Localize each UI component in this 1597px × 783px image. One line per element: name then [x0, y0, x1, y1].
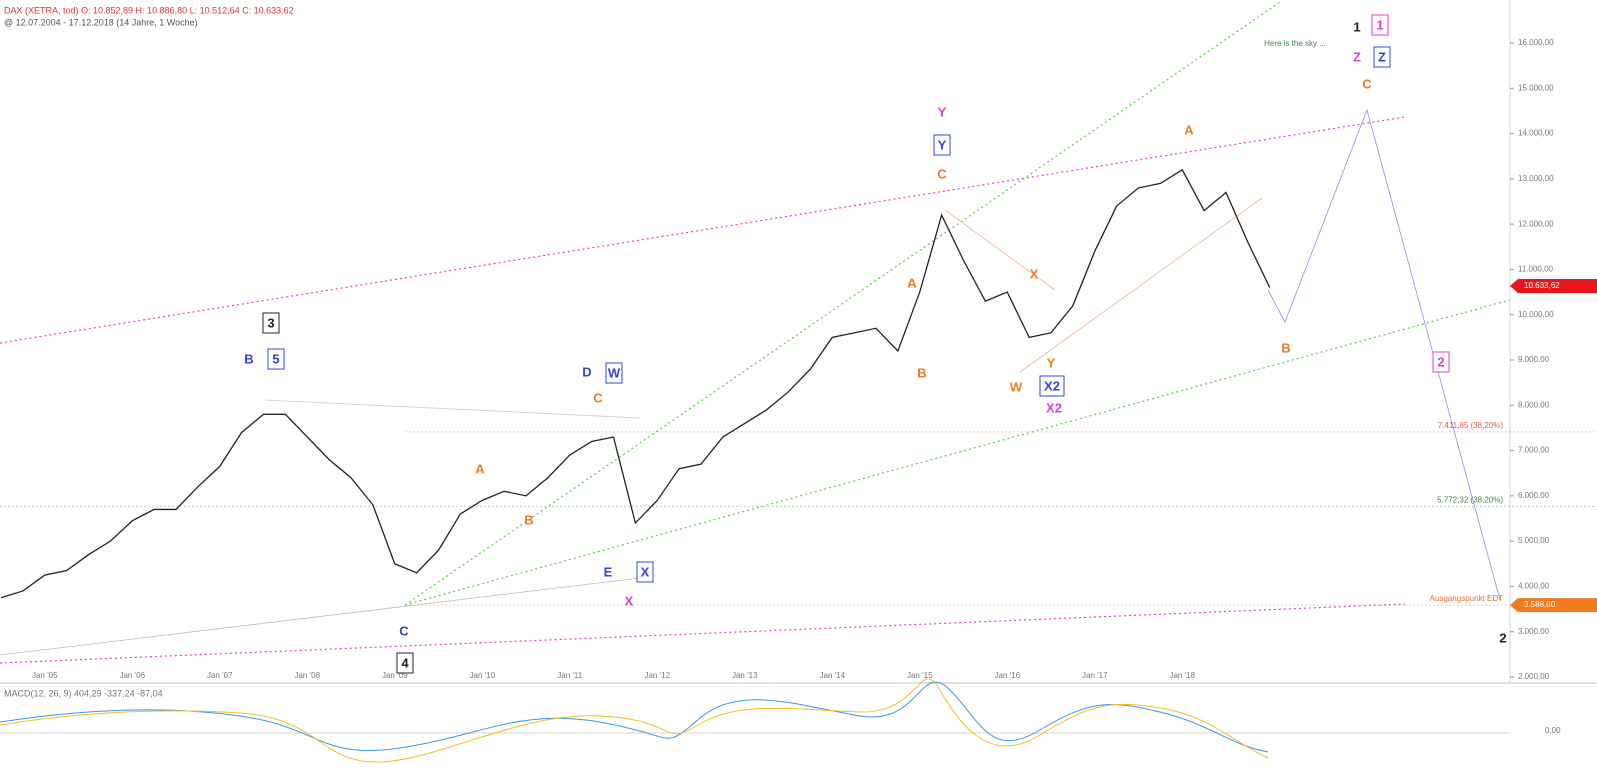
price-line	[0, 168, 1271, 599]
y-tick-label: 5.000,00	[1518, 536, 1550, 545]
wave-label: A	[1184, 122, 1194, 137]
x-tick-label: Jan '05	[32, 671, 58, 680]
wave-label: 1	[1376, 17, 1383, 32]
x-tick-label: Jan '17	[1082, 671, 1108, 680]
wave-label: B	[524, 512, 533, 527]
macd-signal	[0, 678, 1269, 763]
wave-label: X	[1030, 266, 1039, 281]
wave-label: 3	[267, 315, 274, 330]
y-tick-label: 12.000,00	[1518, 219, 1554, 228]
wave-label: X	[625, 593, 634, 608]
wave-label: 5	[272, 351, 279, 366]
wave-box	[605, 362, 623, 384]
level-label: 7.411,85 (38,20%)	[1438, 421, 1504, 430]
wave-box	[1373, 46, 1391, 68]
wave-box	[396, 652, 414, 674]
wave-label: 4	[401, 655, 409, 670]
wave-label: C	[399, 623, 409, 638]
level-label: Ausgangspunkt EDT	[1430, 594, 1503, 603]
macd	[0, 681, 1269, 753]
subheader: @ 12.07.2004 - 17.12.2018 (14 Jahre, 1 W…	[4, 17, 198, 27]
wave-label: X2	[1044, 378, 1060, 393]
x-tick-label: Jan '14	[819, 671, 845, 680]
wave-box	[636, 561, 654, 583]
y-tick-label: 14.000,00	[1518, 129, 1554, 138]
wave-label: A	[475, 461, 485, 476]
wave-label: Y	[938, 104, 947, 119]
macd-label: MACD(12, 26, 9) 404,29 -337,24 -87,04	[4, 688, 163, 698]
wave-box	[267, 348, 285, 370]
y-tick-label: 8.000,00	[1518, 400, 1550, 409]
wave-label: B	[244, 351, 253, 366]
wave-box	[933, 134, 951, 156]
level-label: 5.772,32 (38,20%)	[1437, 495, 1503, 504]
y-tick-label: 9.000,00	[1518, 355, 1550, 364]
wave-label: A	[907, 275, 917, 290]
wave-box	[1371, 14, 1389, 36]
header: DAX (XETRA, tod) O: 10.852,89 H: 10.886,…	[4, 5, 294, 15]
y-tick-label: 6.000,00	[1518, 491, 1550, 500]
wave-label: Z	[1353, 49, 1361, 64]
price-tag-label: 10.633,62	[1524, 281, 1560, 290]
wave-label: W	[608, 365, 621, 380]
wave-box	[1039, 375, 1065, 397]
y-tick-label: 3.000,00	[1518, 627, 1550, 636]
wave-label: X2	[1046, 400, 1062, 415]
x-tick-label: Jan '13	[732, 671, 758, 680]
x-tick-label: Jan '11	[557, 671, 583, 680]
wave-label: W	[1010, 379, 1023, 394]
y-tick-label: 15.000,00	[1518, 83, 1554, 92]
y-tick-label: 2.000,00	[1518, 672, 1550, 681]
y-tick-label: 10.000,00	[1518, 310, 1554, 319]
price-tag-label: 3.588,00	[1524, 600, 1556, 609]
macd-tick-label: 0,00	[1545, 726, 1561, 735]
x-tick-label: Jan '10	[469, 671, 495, 680]
wave-label: B	[917, 365, 926, 380]
wave-label: C	[1362, 76, 1372, 91]
wave-box	[262, 312, 280, 334]
wave-label: B	[1281, 340, 1290, 355]
y-tick-label: 4.000,00	[1518, 582, 1550, 591]
wave-label: Y	[938, 137, 947, 152]
x-tick-label: Jan '09	[382, 671, 408, 680]
wave-label: E	[604, 564, 613, 579]
x-tick-label: Jan '12	[644, 671, 670, 680]
y-tick-label: 13.000,00	[1518, 174, 1554, 183]
wave-label: Here is the sky ...	[1264, 39, 1326, 48]
wave-box	[1432, 351, 1450, 373]
x-tick-label: Jan '18	[1169, 671, 1195, 680]
wave-label: D	[582, 364, 591, 379]
wave-label: Z	[1378, 49, 1386, 64]
price-tag	[1510, 279, 1597, 294]
x-tick-label: Jan '06	[119, 671, 145, 680]
x-tick-label: Jan '08	[294, 671, 320, 680]
wave-label: C	[593, 390, 603, 405]
wave-label: 2	[1499, 630, 1506, 645]
wave-label: X	[641, 564, 650, 579]
y-tick-label: 11.000,00	[1518, 265, 1554, 274]
x-tick-label: Jan '15	[907, 671, 933, 680]
y-tick-label: 16.000,00	[1518, 38, 1554, 47]
wave-label: 2	[1437, 354, 1444, 369]
wave-label: 1	[1353, 19, 1360, 34]
trendlines	[0, 0, 1597, 734]
x-tick-label: Jan '16	[994, 671, 1020, 680]
price-tag	[1510, 598, 1597, 613]
x-tick-label: Jan '07	[207, 671, 233, 680]
wave-label: C	[937, 166, 947, 181]
wave-label: Y	[1047, 355, 1056, 370]
y-tick-label: 7.000,00	[1518, 446, 1550, 455]
